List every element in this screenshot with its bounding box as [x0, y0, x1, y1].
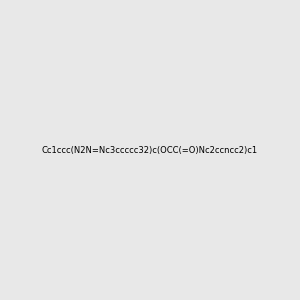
Text: Cc1ccc(N2N=Nc3ccccc32)c(OCC(=O)Nc2ccncc2)c1: Cc1ccc(N2N=Nc3ccccc32)c(OCC(=O)Nc2ccncc2…: [42, 146, 258, 154]
